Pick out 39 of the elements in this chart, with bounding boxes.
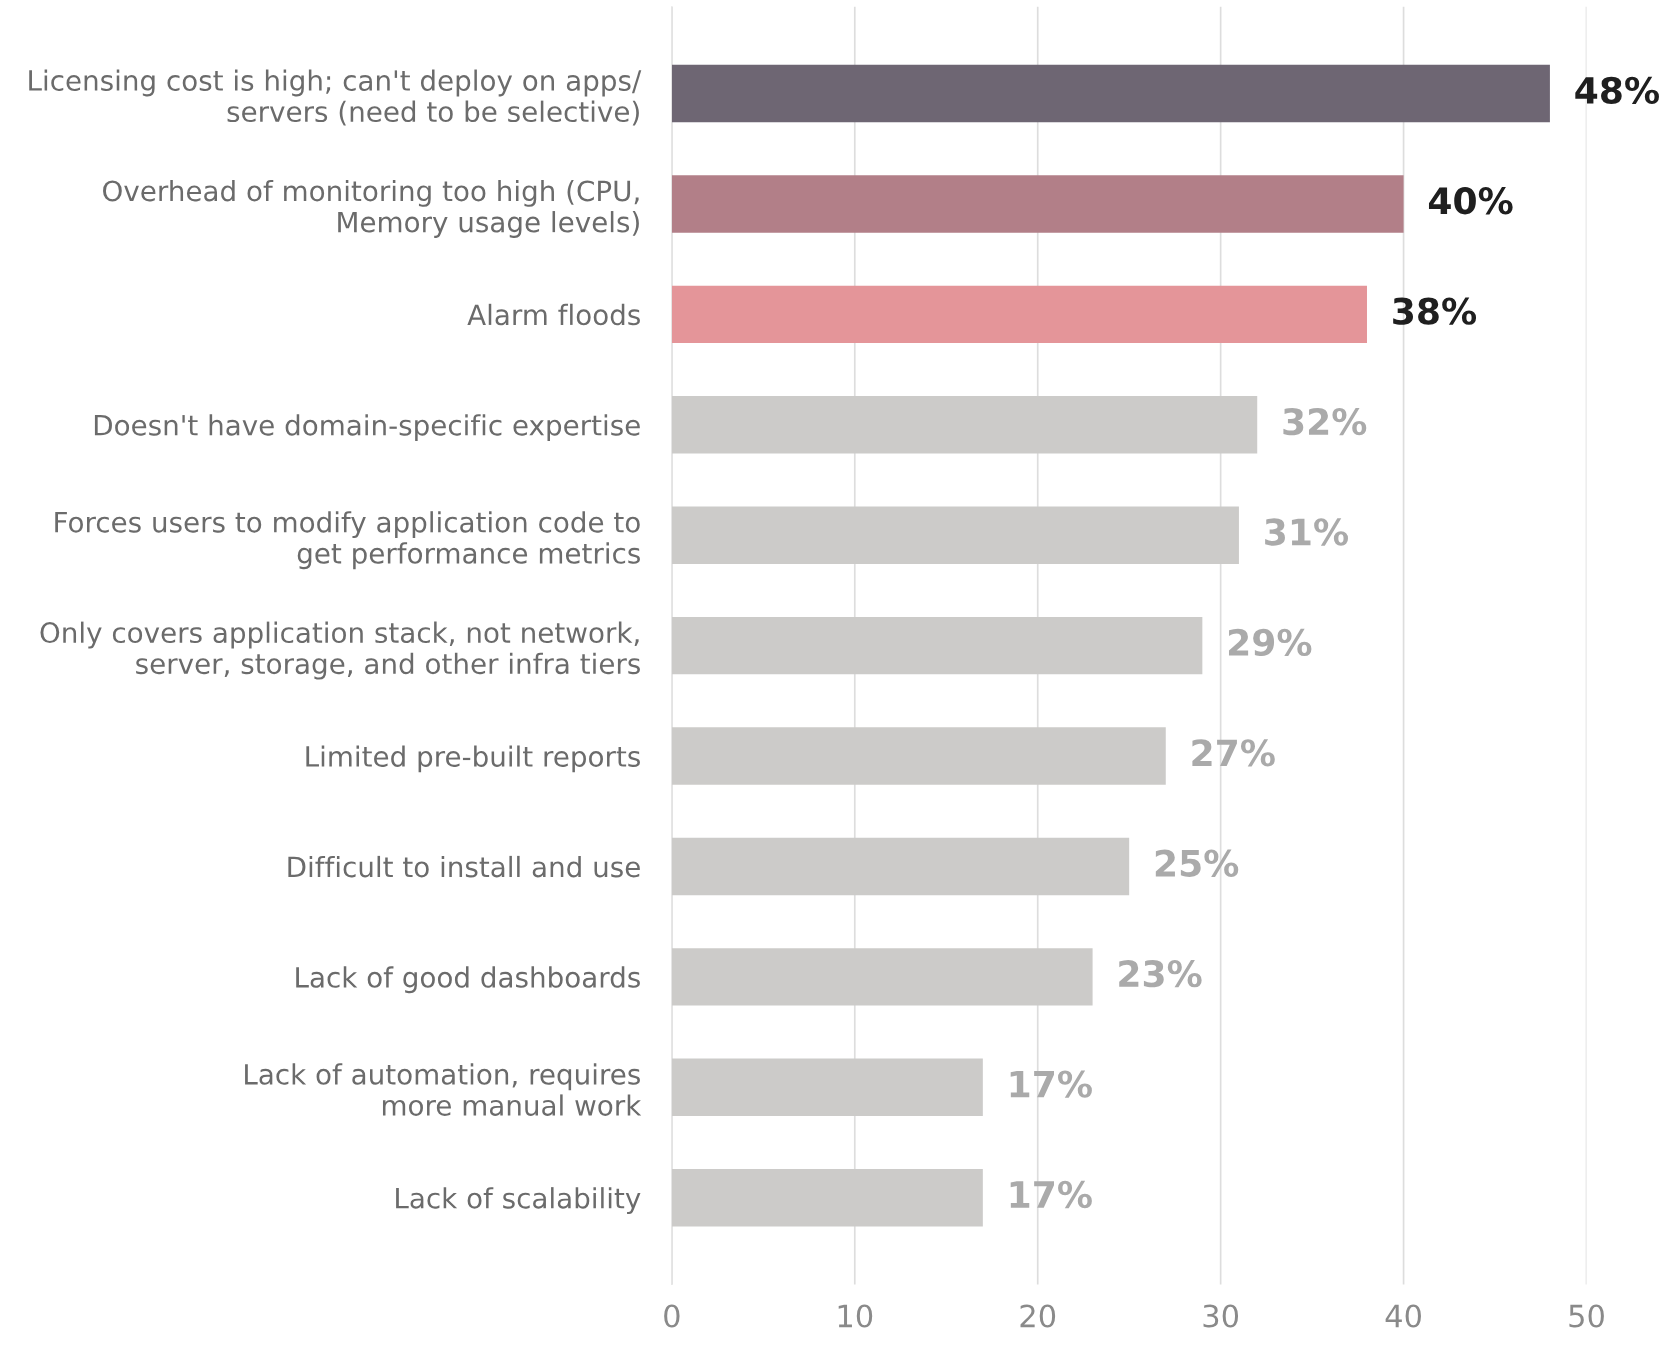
x-tick-label: 10 xyxy=(838,1304,873,1328)
bar xyxy=(671,837,1130,896)
y-tick-label: Doesn't have domain-specific expertise xyxy=(94,414,640,442)
y-tick-label: Only covers application stack, not network, server, storage, and other infra tiers xyxy=(40,621,640,680)
y-tick-label: Forces users to modify application code to get performance metrics xyxy=(55,511,640,570)
data-label: 29% xyxy=(1228,628,1312,657)
x-tick-label: 0 xyxy=(664,1304,680,1328)
bar xyxy=(671,616,1203,675)
y-tick-label: Difficult to install and use xyxy=(288,855,640,878)
bar xyxy=(671,396,1258,454)
x-tick-label: 30 xyxy=(1203,1304,1239,1328)
data-label: 23% xyxy=(1119,960,1202,988)
data-label: 38% xyxy=(1393,297,1477,325)
data-label: 31% xyxy=(1265,518,1348,546)
bar xyxy=(671,506,1239,564)
x-tick-label: 40 xyxy=(1385,1304,1421,1328)
data-label: 27% xyxy=(1192,739,1275,767)
data-label: 40% xyxy=(1428,187,1513,215)
bar xyxy=(671,285,1367,344)
y-tick-label: Licensing cost is high; can't deploy on apps/ servers (need to be selective) xyxy=(29,69,642,126)
y-tick-label: Lack of scalability xyxy=(396,1187,641,1215)
data-label: 32% xyxy=(1283,407,1367,436)
y-tick-label: Overhead of monitoring too high (CPU, Memory usage levels) xyxy=(103,179,639,238)
bar xyxy=(671,1168,983,1227)
data-label: 17% xyxy=(1010,1070,1092,1098)
y-tick-label: Alarm floods xyxy=(467,303,640,326)
x-tick-label: 20 xyxy=(1020,1304,1056,1328)
bar xyxy=(671,948,1093,1006)
data-label: 17% xyxy=(1010,1180,1092,1209)
bar xyxy=(671,727,1166,785)
bar xyxy=(671,64,1550,123)
x-tick-label: 50 xyxy=(1569,1304,1604,1328)
y-tick-label: Limited pre-built reports xyxy=(306,745,640,773)
y-tick-label: Lack of automation, requires more manual work xyxy=(245,1063,642,1116)
bar xyxy=(671,175,1404,233)
y-tick-label: Lack of good dashboards xyxy=(296,966,640,994)
bar xyxy=(671,1058,983,1116)
data-label: 48% xyxy=(1575,76,1659,104)
data-label: 25% xyxy=(1155,849,1239,877)
